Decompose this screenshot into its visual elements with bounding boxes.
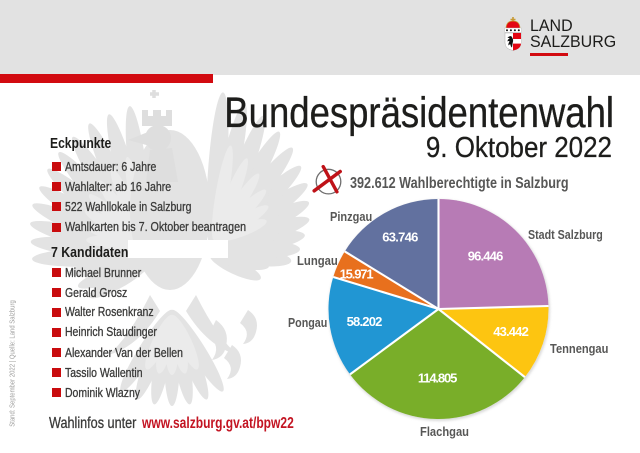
svg-text:43.442: 43.442 (493, 324, 529, 339)
svg-text:58.202: 58.202 (347, 314, 383, 329)
svg-text:63.746: 63.746 (382, 230, 418, 245)
svg-text:15.971: 15.971 (340, 266, 374, 281)
svg-text:96.446: 96.446 (468, 249, 504, 264)
svg-text:114.805: 114.805 (418, 371, 457, 386)
